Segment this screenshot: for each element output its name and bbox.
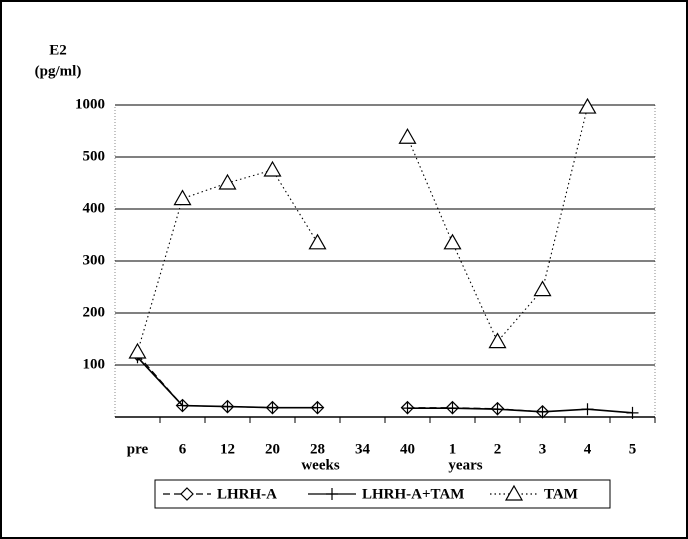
y-tick-label: 300: [83, 252, 106, 268]
legend-marker: [504, 484, 524, 501]
marker: [266, 401, 279, 414]
x-tick-label: pre: [127, 441, 149, 457]
marker: [173, 189, 192, 206]
x-tick-label: 20: [265, 441, 280, 457]
marker: [533, 280, 552, 297]
x-tick-label: 4: [584, 441, 592, 457]
marker: [578, 97, 597, 114]
x-tick-label: 5: [629, 441, 637, 457]
x-group-label: weeks: [301, 457, 339, 473]
x-tick-label: 40: [400, 441, 415, 457]
x-tick-label: 2: [494, 441, 502, 457]
x-tick-label: 28: [310, 441, 325, 457]
marker: [218, 173, 237, 190]
marker: [263, 160, 282, 177]
legend-box: [154, 479, 611, 509]
y-axis-label: (pg/ml): [35, 63, 82, 79]
legend-label: LHRH-A: [217, 486, 277, 502]
x-tick-label: 1: [449, 441, 457, 457]
x-tick-label: 34: [355, 441, 371, 457]
marker: [536, 405, 549, 418]
x-tick-label: 12: [220, 441, 235, 457]
x-tick-label: 6: [179, 441, 187, 457]
x-group-label: years: [448, 457, 482, 473]
marker: [128, 342, 147, 359]
legend-marker: [326, 488, 338, 500]
y-tick-label: 200: [83, 304, 106, 320]
marker: [626, 406, 639, 419]
y-tick-label: 500: [83, 148, 106, 164]
marker: [308, 233, 327, 250]
marker: [446, 402, 459, 415]
x-tick-label: 3: [539, 441, 547, 457]
marker: [581, 403, 594, 416]
marker: [176, 399, 189, 412]
marker: [401, 402, 414, 415]
legend-label: TAM: [544, 486, 578, 502]
legend-marker: [180, 487, 194, 501]
marker: [488, 332, 507, 349]
y-tick-label: 100: [83, 356, 106, 372]
marker: [221, 400, 234, 413]
y-tick-label: 400: [83, 200, 106, 216]
marker: [443, 233, 462, 250]
marker: [311, 401, 324, 414]
marker: [491, 403, 504, 416]
legend-label: LHRH-A+TAM: [362, 486, 464, 502]
marker: [398, 128, 417, 144]
y-tick-label: 1000: [75, 96, 105, 112]
y-axis-label: E2: [49, 42, 67, 58]
